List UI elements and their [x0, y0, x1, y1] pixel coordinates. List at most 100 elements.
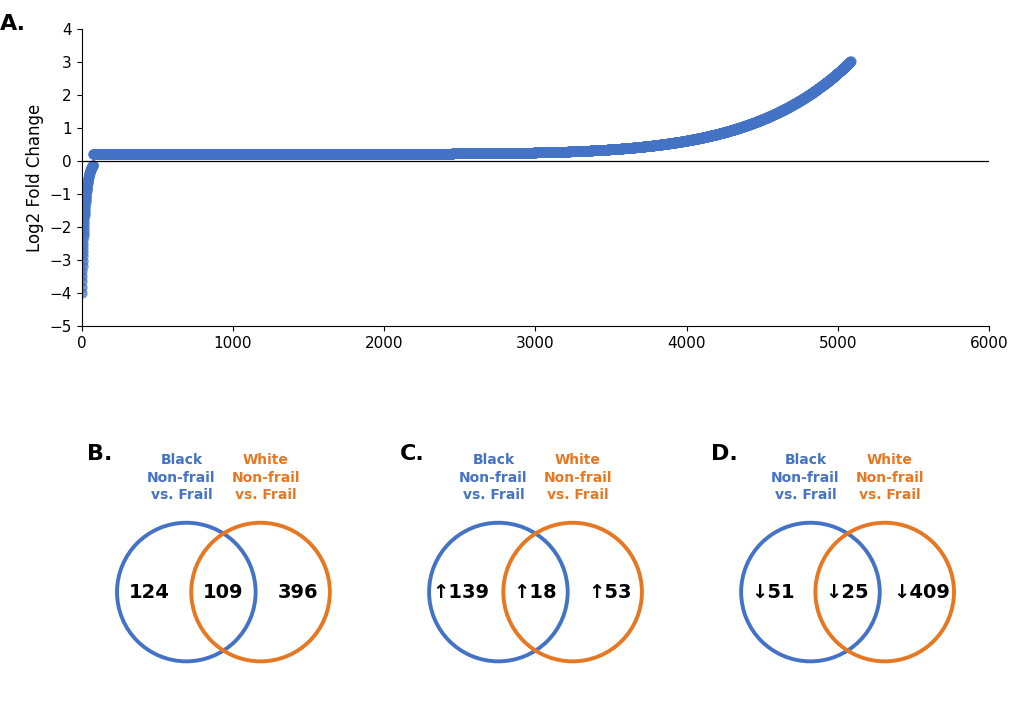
- Point: [495, 147, 512, 159]
- Point: [678, 135, 694, 146]
- Point: [675, 136, 691, 147]
- Point: [496, 147, 513, 159]
- Point: [419, 148, 435, 160]
- Point: [638, 141, 654, 152]
- Point: [318, 148, 334, 160]
- Point: [266, 148, 282, 160]
- Point: [179, 148, 196, 160]
- Point: [171, 148, 187, 160]
- Point: [178, 148, 195, 160]
- Point: [186, 148, 203, 160]
- Point: [464, 148, 480, 160]
- Point: [100, 148, 116, 160]
- Point: [498, 147, 515, 159]
- Point: [308, 148, 324, 160]
- Point: [590, 144, 606, 156]
- Point: [740, 119, 756, 130]
- Point: [604, 144, 621, 155]
- Point: [662, 137, 679, 149]
- Point: [353, 148, 369, 160]
- Point: [820, 74, 837, 86]
- Point: [74, 255, 91, 267]
- Point: [227, 148, 244, 160]
- Point: [439, 148, 455, 160]
- Point: [217, 148, 233, 160]
- Point: [198, 148, 214, 160]
- Point: [361, 148, 377, 160]
- Point: [120, 148, 137, 160]
- Point: [90, 148, 106, 160]
- Point: [328, 148, 344, 160]
- Point: [589, 144, 605, 156]
- Point: [199, 148, 215, 160]
- Point: [400, 148, 417, 160]
- Point: [385, 148, 401, 160]
- Point: [794, 94, 810, 105]
- Point: [316, 148, 332, 160]
- Point: [282, 148, 299, 160]
- Point: [160, 148, 176, 160]
- Point: [232, 148, 249, 160]
- Point: [699, 130, 715, 142]
- Point: [327, 148, 343, 160]
- Point: [199, 148, 215, 160]
- Point: [235, 148, 252, 160]
- Point: [769, 107, 786, 118]
- Point: [754, 113, 770, 125]
- Point: [518, 147, 534, 159]
- Point: [607, 144, 624, 155]
- Point: [146, 148, 162, 160]
- Point: [789, 96, 805, 107]
- Point: [174, 148, 191, 160]
- Point: [190, 148, 206, 160]
- Point: [573, 145, 589, 157]
- Point: [156, 148, 172, 160]
- Point: [397, 148, 414, 160]
- Point: [549, 146, 566, 157]
- Point: [508, 147, 525, 159]
- Point: [661, 138, 678, 149]
- Point: [258, 148, 274, 160]
- Point: [336, 148, 353, 160]
- Point: [225, 148, 242, 160]
- Point: [170, 148, 186, 160]
- Point: [506, 147, 523, 159]
- Point: [500, 147, 517, 159]
- Point: [803, 87, 819, 99]
- Point: [240, 148, 257, 160]
- Point: [645, 140, 661, 152]
- Point: [556, 146, 573, 157]
- Point: [232, 148, 249, 160]
- Point: [760, 111, 776, 123]
- Point: [678, 135, 694, 146]
- Point: [500, 147, 517, 159]
- Point: [198, 148, 214, 160]
- Point: [772, 105, 789, 117]
- Point: [817, 77, 834, 88]
- Point: [523, 146, 539, 158]
- Point: [203, 148, 219, 160]
- Point: [81, 170, 97, 182]
- Point: [739, 119, 755, 130]
- Point: [305, 148, 321, 160]
- Point: [794, 94, 810, 105]
- Point: [571, 145, 587, 157]
- Point: [263, 148, 279, 160]
- Point: [788, 96, 804, 108]
- Point: [598, 144, 614, 155]
- Point: [262, 148, 278, 160]
- Point: [663, 137, 680, 149]
- Point: [289, 148, 306, 160]
- Point: [554, 146, 571, 157]
- Point: [588, 144, 604, 156]
- Point: [320, 148, 336, 160]
- Point: [106, 148, 122, 160]
- Point: [619, 142, 635, 154]
- Point: [446, 148, 463, 160]
- Point: [438, 148, 454, 160]
- Point: [113, 148, 129, 160]
- Point: [774, 104, 791, 115]
- Point: [94, 148, 110, 160]
- Point: [665, 137, 682, 149]
- Point: [666, 137, 683, 149]
